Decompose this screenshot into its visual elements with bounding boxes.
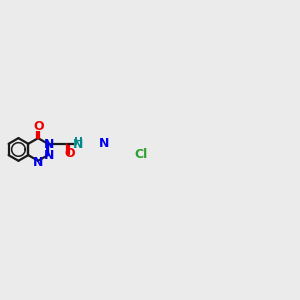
Text: O: O: [64, 147, 75, 160]
Text: Cl: Cl: [134, 148, 148, 160]
Text: N: N: [33, 156, 43, 169]
Text: H: H: [74, 137, 82, 147]
Text: N: N: [99, 137, 110, 150]
Text: O: O: [33, 120, 44, 133]
Text: N: N: [73, 138, 83, 151]
Text: N: N: [44, 149, 54, 162]
Text: N: N: [44, 138, 54, 151]
